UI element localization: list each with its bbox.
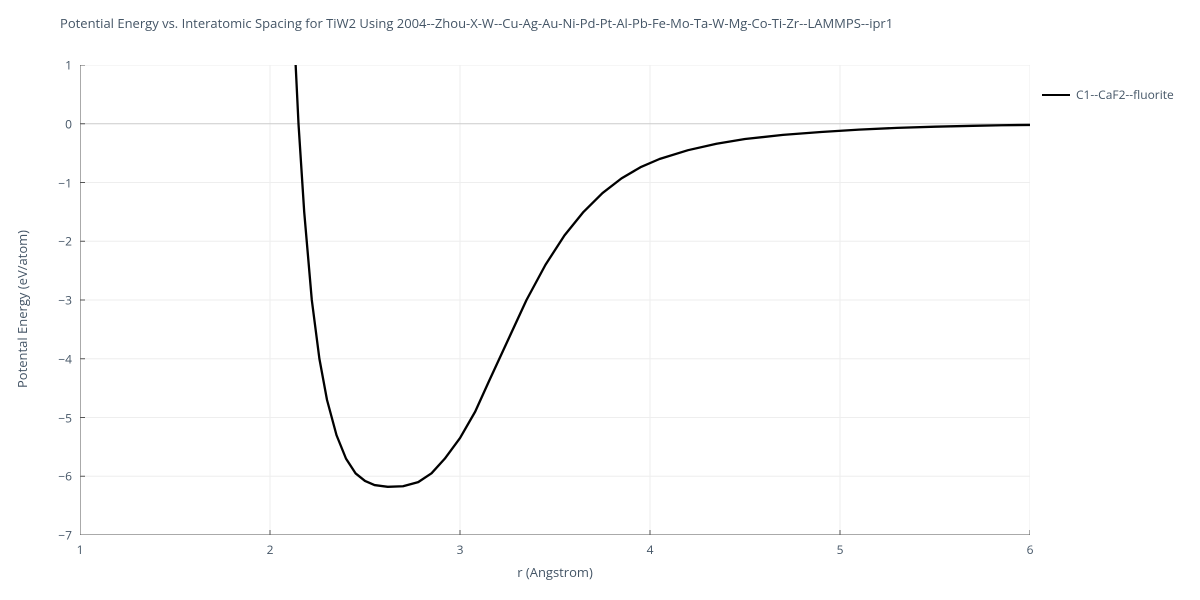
y-tick-label: 1 (65, 57, 72, 74)
x-tick-label: 5 (837, 541, 844, 558)
y-tick-label: −1 (58, 174, 72, 191)
y-tick-label: −7 (58, 527, 72, 544)
y-tick-label: −2 (58, 233, 72, 250)
plot-svg (80, 65, 1030, 535)
x-tick-label: 3 (457, 541, 464, 558)
x-tick-label: 2 (267, 541, 274, 558)
legend-label: C1--CaF2--fluorite (1076, 86, 1174, 103)
x-tick-label: 6 (1027, 541, 1034, 558)
y-tick-label: −4 (58, 350, 72, 367)
y-tick-label: −3 (58, 292, 72, 309)
y-axis-label: Potental Energy (eV/atom) (13, 230, 31, 388)
x-tick-label: 4 (647, 541, 654, 558)
y-tick-label: −6 (58, 468, 72, 485)
x-axis-label: r (Angstrom) (517, 563, 593, 581)
legend: C1--CaF2--fluorite (1042, 86, 1174, 103)
y-tick-label: −5 (58, 409, 72, 426)
chart-title: Potential Energy vs. Interatomic Spacing… (60, 14, 893, 32)
y-tick-label: 0 (65, 115, 72, 132)
x-tick-label: 1 (77, 541, 84, 558)
chart-container: Potential Energy vs. Interatomic Spacing… (0, 0, 1200, 600)
legend-swatch (1042, 94, 1070, 96)
